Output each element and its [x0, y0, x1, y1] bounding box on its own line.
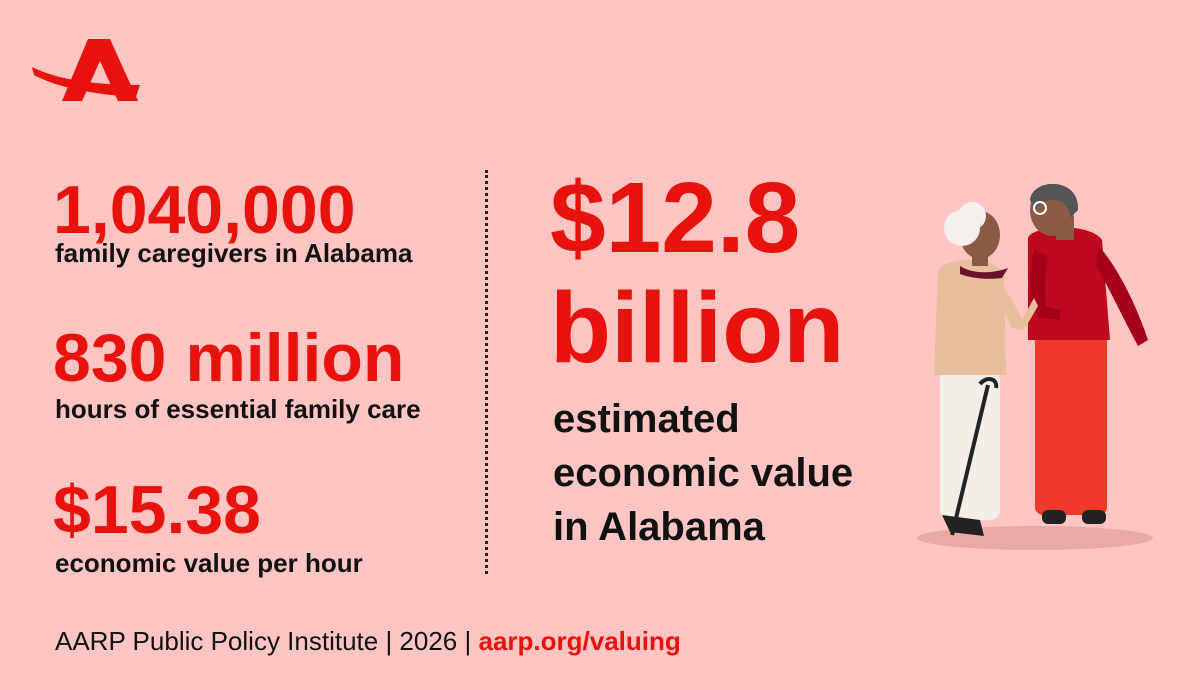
headline-value: $12.8: [550, 162, 801, 274]
headline-description: economic value: [553, 451, 854, 495]
stat-value: $15.38: [53, 472, 261, 548]
stat-label: hours of essential family care: [55, 394, 421, 424]
logo: [32, 39, 140, 101]
stat-value: 830 million: [53, 320, 405, 396]
headline-value: billion: [550, 272, 845, 384]
divider: [485, 170, 488, 574]
illustration: [917, 183, 1153, 550]
footer-link[interactable]: aarp.org/valuing: [478, 626, 681, 656]
headline-description: estimated: [553, 397, 740, 441]
footer-source: AARP Public Policy Institute | 2026 |: [55, 626, 472, 656]
stat-label: family caregivers in Alabama: [55, 238, 413, 268]
headline-description: in Alabama: [553, 505, 765, 549]
footer: AARP Public Policy Institute | 2026 | aa…: [55, 626, 681, 657]
stat-label: economic value per hour: [55, 548, 363, 578]
stat-value: 1,040,000: [53, 172, 356, 248]
